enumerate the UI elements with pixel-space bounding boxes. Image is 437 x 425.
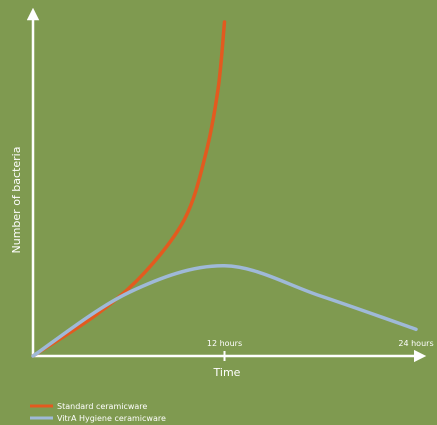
y-axis-title: Number of bacteria: [10, 147, 23, 254]
x-axis-title: Time: [213, 366, 241, 379]
x-tick-label-24-hours: 24 hours: [398, 339, 433, 348]
x-tick-label-12-hours: 12 hours: [207, 339, 242, 348]
legend: Standard ceramicware VitrA Hygiene ceram…: [30, 402, 166, 423]
series-line-standard-ceramicware: [31, 20, 227, 358]
legend-label-standard-ceramicware: Standard ceramicware: [57, 402, 147, 411]
series-line-vitra-hygiene-ceramicware: [31, 264, 418, 358]
legend-label-vitra-hygiene-ceramicware: VitrA Hygiene ceramicware: [57, 414, 166, 423]
